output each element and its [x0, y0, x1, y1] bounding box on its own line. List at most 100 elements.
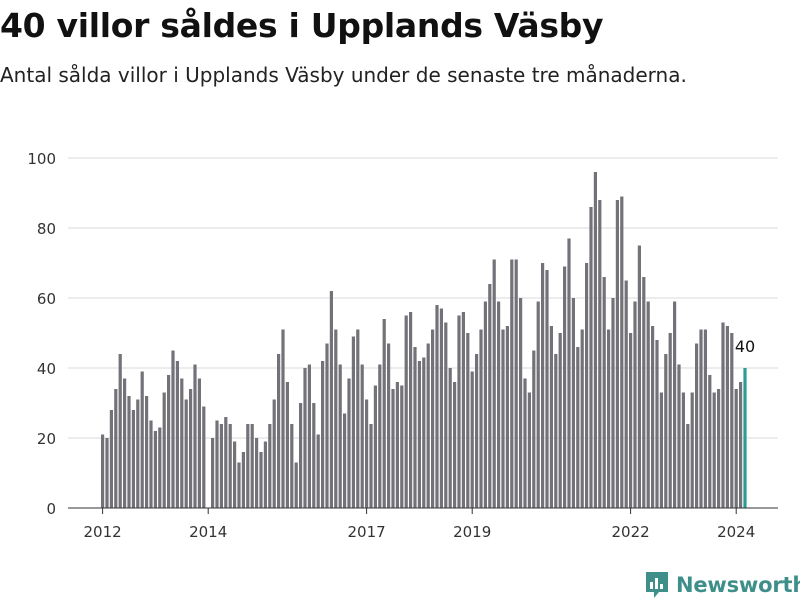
bar	[259, 452, 263, 508]
bar	[615, 200, 619, 508]
bar	[285, 382, 289, 508]
bar	[277, 354, 281, 508]
bar	[255, 438, 259, 508]
bar	[360, 364, 364, 508]
bar	[237, 462, 241, 508]
bar	[329, 291, 333, 508]
bar	[189, 389, 193, 508]
x-tick-label: 2022	[612, 523, 650, 541]
x-tick-label: 2014	[189, 523, 227, 541]
bar	[334, 329, 338, 508]
bar	[123, 378, 127, 508]
bar	[202, 406, 206, 508]
bar	[576, 347, 580, 508]
bar	[373, 385, 377, 508]
bar	[303, 368, 307, 508]
bar	[681, 392, 685, 508]
bar	[184, 399, 188, 508]
bar	[228, 424, 232, 508]
bar	[241, 452, 245, 508]
bar	[519, 298, 523, 508]
bar	[426, 343, 430, 508]
bar	[431, 329, 435, 508]
bar	[624, 280, 628, 508]
bar	[725, 326, 729, 508]
bar	[448, 368, 452, 508]
bar	[351, 336, 355, 508]
bar	[611, 298, 615, 508]
bars	[101, 172, 747, 508]
bar	[338, 364, 342, 508]
bar	[527, 392, 531, 508]
bar	[219, 424, 223, 508]
bar	[607, 329, 611, 508]
bar	[272, 399, 276, 508]
y-tick-label: 0	[46, 500, 56, 518]
newsworthy-logo-text: Newsworthy	[676, 573, 800, 597]
bar	[470, 371, 474, 508]
bar	[642, 277, 646, 508]
bar	[215, 420, 219, 508]
bar	[673, 301, 677, 508]
bar	[175, 361, 179, 508]
bar	[365, 399, 369, 508]
bar	[153, 431, 157, 508]
bar	[290, 424, 294, 508]
bar	[501, 329, 505, 508]
bar	[409, 312, 413, 508]
bar	[149, 420, 153, 508]
bar	[598, 200, 602, 508]
bar	[233, 441, 237, 508]
y-axis-labels: 0 20 40 60 80 100	[27, 150, 56, 518]
bar	[140, 371, 144, 508]
bar	[250, 424, 254, 508]
bar	[659, 392, 663, 508]
bar	[734, 389, 738, 508]
bar	[580, 329, 584, 508]
bar	[422, 357, 426, 508]
bar	[514, 259, 518, 508]
bar	[690, 392, 694, 508]
bar	[294, 462, 298, 508]
bar	[497, 301, 501, 508]
bar	[629, 333, 633, 508]
highlight-value-label: 40	[735, 337, 755, 356]
bar	[167, 375, 171, 508]
bar	[180, 378, 184, 508]
bar	[686, 424, 690, 508]
bar	[567, 238, 571, 508]
bar	[307, 364, 311, 508]
bar	[439, 308, 443, 508]
bar	[523, 378, 527, 508]
bar	[105, 438, 109, 508]
bar	[127, 396, 131, 508]
bar	[466, 333, 470, 508]
bar	[651, 326, 655, 508]
bar	[281, 329, 285, 508]
bar	[483, 301, 487, 508]
bar-latest	[743, 368, 747, 508]
bar	[571, 298, 575, 508]
bar	[369, 424, 373, 508]
bar	[695, 343, 699, 508]
bar	[193, 364, 197, 508]
x-tick-label: 2017	[348, 523, 386, 541]
bar	[593, 172, 597, 508]
newsworthy-logo-icon	[646, 572, 668, 598]
bar	[404, 315, 408, 508]
x-tick-label: 2019	[453, 523, 491, 541]
bar	[721, 322, 725, 508]
bar	[655, 340, 659, 508]
bar	[347, 378, 351, 508]
bar	[620, 196, 624, 508]
bar	[312, 403, 316, 508]
bar	[246, 424, 250, 508]
bar	[197, 378, 201, 508]
bar	[400, 385, 404, 508]
bar	[136, 399, 140, 508]
x-tick-label: 2012	[84, 523, 122, 541]
bar	[585, 263, 589, 508]
bar	[739, 382, 743, 508]
bar	[730, 333, 734, 508]
